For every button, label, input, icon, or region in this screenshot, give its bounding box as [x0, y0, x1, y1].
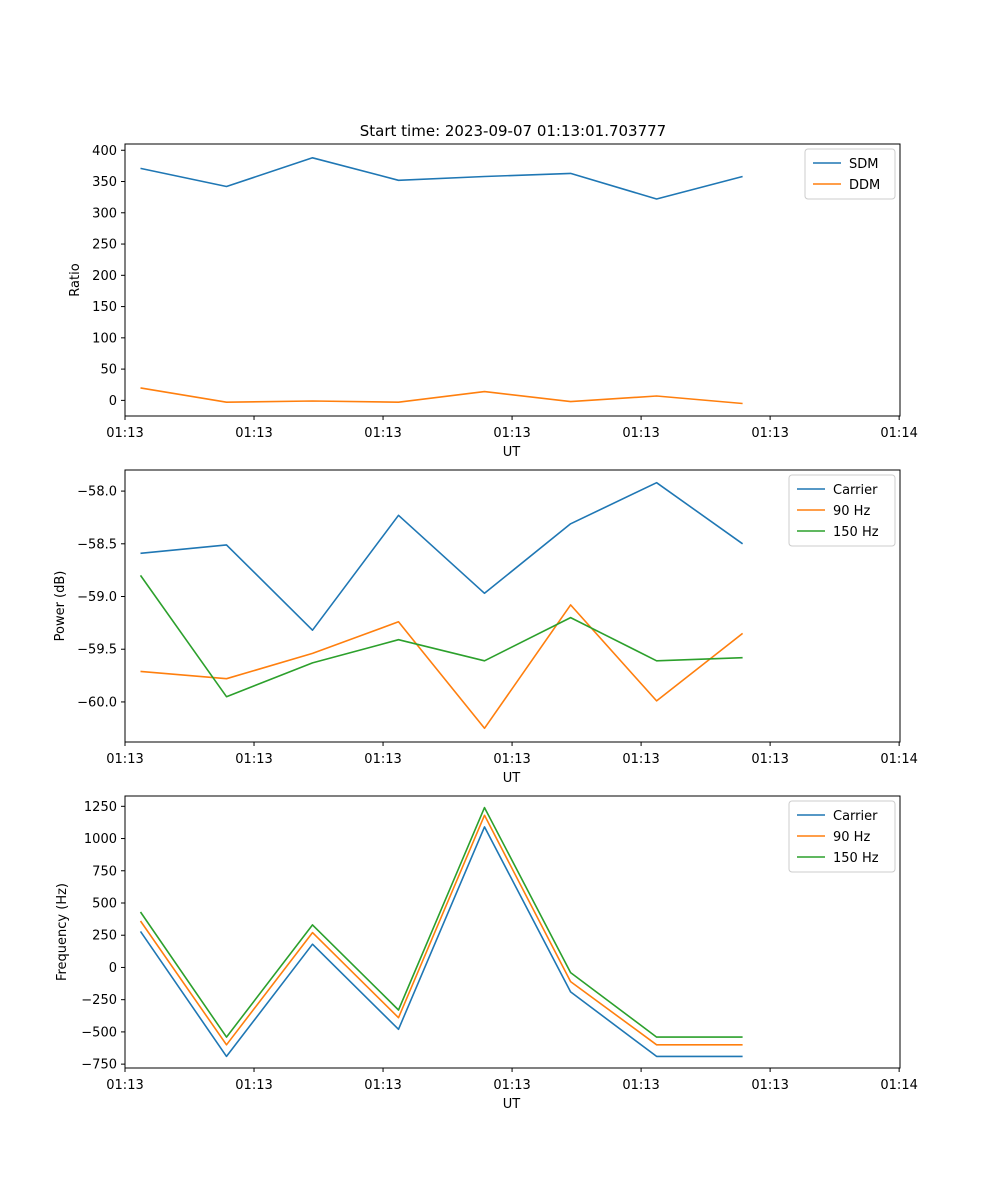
chart-1-y-tick-label: 350: [92, 175, 117, 190]
chart-1-x-tick-label: 01:13: [235, 426, 272, 441]
chart-3-x-tick-label: 01:14: [880, 1078, 917, 1093]
chart-3-y-tick-label: 0: [109, 961, 117, 976]
chart-3-legend-label: Carrier: [833, 809, 878, 824]
chart-1-y-tick-label: 200: [92, 269, 117, 284]
chart-2-y-tick-label: −58.5: [77, 537, 117, 552]
chart-1-y-tick-label: 250: [92, 238, 117, 253]
chart-2-legend-label: 150 Hz: [833, 525, 879, 540]
chart-1-legend-label: DDM: [849, 178, 880, 193]
chart-1-y-tick-label: 100: [92, 331, 117, 346]
chart-1-y-tick-label: 0: [109, 394, 117, 409]
chart-2-x-tick-label: 01:13: [235, 752, 272, 767]
chart-2-x-tick-label: 01:13: [364, 752, 401, 767]
chart-3-x-axis-label: UT: [503, 1097, 521, 1112]
chart-3-y-tick-label: 1000: [84, 832, 117, 847]
chart-3-y-tick-label: −750: [81, 1058, 117, 1073]
chart-2-legend-label: 90 Hz: [833, 504, 870, 519]
chart-2-x-tick-label: 01:13: [106, 752, 143, 767]
chart-2-x-axis-label: UT: [503, 771, 521, 786]
chart-1-x-tick-label: 01:14: [880, 426, 917, 441]
chart-2-y-tick-label: −60.0: [77, 695, 117, 710]
chart-3-x-tick-label: 01:13: [751, 1078, 788, 1093]
chart-3-series-90-hz-line: [139, 814, 743, 1046]
chart-2-x-tick-label: 01:13: [622, 752, 659, 767]
chart-3-series-carrier-line: [139, 826, 743, 1058]
chart-3-legend-label: 90 Hz: [833, 830, 870, 845]
chart-3-series-150-hz-line: [139, 806, 743, 1038]
chart-2-x-tick-label: 01:13: [751, 752, 788, 767]
chart-1-x-axis-label: UT: [503, 445, 521, 460]
chart-2-series-carrier-line: [140, 481, 744, 632]
chart-2-series-90-hz-line: [140, 604, 744, 730]
chart-1-y-tick-label: 300: [92, 206, 117, 221]
chart-3-y-tick-label: 250: [92, 929, 117, 944]
chart-3-legend: [788, 800, 896, 873]
chart-2-y-axis-label: Power (dB): [53, 571, 68, 642]
chart-3-y-tick-label: −250: [81, 993, 117, 1008]
chart-1-x-tick-label: 01:13: [622, 426, 659, 441]
chart-3-y-tick-label: 750: [92, 864, 117, 879]
chart-3-x-tick-label: 01:13: [235, 1078, 272, 1093]
chart-2-y-tick-label: −59.0: [77, 590, 117, 605]
chart-3-y-tick-label: 500: [92, 896, 117, 911]
chart-3-x-tick-label: 01:13: [493, 1078, 530, 1093]
chart-2-y-tick-label: −58.0: [77, 485, 117, 500]
chart-1-x-tick-label: 01:13: [106, 426, 143, 441]
figure-title: Start time: 2023-09-07 01:13:01.703777: [360, 122, 666, 140]
chart-2-legend-label: Carrier: [833, 483, 878, 498]
chart-1-y-tick-label: 400: [92, 144, 117, 159]
chart-1-y-tick-label: 150: [92, 300, 117, 315]
chart-2-y-tick-label: −59.5: [77, 643, 117, 658]
chart-2-x-tick-label: 01:14: [880, 752, 917, 767]
chart-1-x-tick-label: 01:13: [751, 426, 788, 441]
chart-1-y-tick-label: 50: [100, 363, 117, 378]
chart-3-legend-label: 150 Hz: [833, 851, 879, 866]
chart-1-series-sdm-line: [140, 157, 743, 200]
chart-2-series-150-hz-line: [139, 574, 743, 698]
chart-2-legend: [788, 474, 896, 547]
chart-3-y-tick-label: 1250: [84, 800, 117, 815]
chart-1-x-tick-label: 01:13: [493, 426, 530, 441]
chart-1-legend: [804, 148, 896, 200]
chart-3-x-tick-label: 01:13: [622, 1078, 659, 1093]
chart-3-x-tick-label: 01:13: [364, 1078, 401, 1093]
chart-3-y-axis-label: Frequency (Hz): [55, 883, 70, 981]
chart-3-x-tick-label: 01:13: [106, 1078, 143, 1093]
chart-1-y-axis-label: Ratio: [68, 263, 83, 296]
chart-1-series-ddm-line: [140, 387, 743, 405]
chart-2-x-tick-label: 01:13: [493, 752, 530, 767]
chart-1-x-tick-label: 01:13: [364, 426, 401, 441]
chart-3-y-tick-label: −500: [81, 1025, 117, 1040]
chart-1-legend-label: SDM: [849, 157, 878, 172]
